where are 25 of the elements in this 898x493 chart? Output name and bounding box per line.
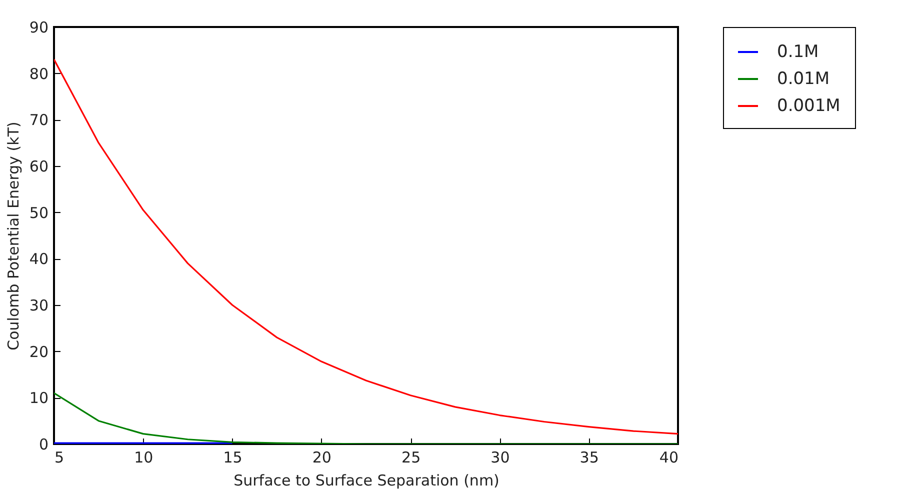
y-axis-title: Coulomb Potential Energy (kT)	[4, 122, 22, 350]
legend-label: 0.01M	[777, 69, 830, 89]
y-tick-label: 30	[29, 296, 48, 314]
y-tick-label: 60	[29, 158, 48, 176]
x-tick-label: 5	[54, 448, 64, 466]
line-series	[54, 58, 678, 435]
x-tick-label: 30	[490, 448, 510, 466]
y-tick-label: 90	[29, 18, 48, 36]
y-tick-label: 80	[29, 64, 48, 83]
y-tick-label: 40	[29, 250, 48, 268]
legend-label: 0.001M	[777, 96, 840, 116]
legend-label: 0.1M	[777, 42, 819, 62]
x-axis-title: Surface to Surface Separation (nm)	[234, 472, 500, 490]
line-series	[54, 392, 678, 444]
y-tick-label: 10	[29, 389, 48, 408]
y-tick-label: 20	[29, 342, 48, 361]
x-tick-label: 40	[659, 448, 678, 466]
y-tick-label: 0	[38, 436, 48, 454]
y-tick-label: 70	[29, 111, 48, 130]
x-tick-label: 35	[580, 448, 599, 466]
y-tick-label: 50	[29, 204, 48, 222]
x-tick-label: 15	[223, 448, 242, 466]
x-tick-label: 25	[402, 448, 421, 466]
x-tick-label: 10	[134, 448, 154, 466]
x-tick-label: 20	[312, 448, 332, 466]
